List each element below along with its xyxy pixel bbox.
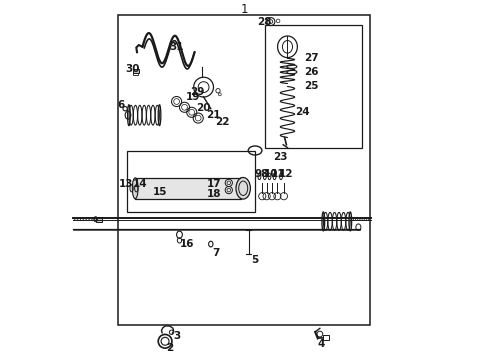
Bar <box>323 335 329 340</box>
Ellipse shape <box>239 178 245 199</box>
Ellipse shape <box>132 178 138 199</box>
Text: 27: 27 <box>304 53 319 63</box>
Text: 21: 21 <box>206 110 220 120</box>
Text: 8: 8 <box>261 168 268 179</box>
Bar <box>133 69 139 73</box>
Text: 10: 10 <box>264 168 278 179</box>
Text: 12: 12 <box>279 168 294 179</box>
Bar <box>127 151 255 212</box>
Text: 25: 25 <box>304 81 319 91</box>
Text: 29: 29 <box>190 87 205 97</box>
Text: 11: 11 <box>271 168 285 179</box>
Bar <box>135 178 242 199</box>
Text: 2: 2 <box>166 343 173 354</box>
Text: 3: 3 <box>173 330 181 341</box>
Text: 1: 1 <box>241 3 248 16</box>
Text: 4: 4 <box>318 339 325 349</box>
Text: 20: 20 <box>196 103 211 113</box>
Text: 16: 16 <box>180 239 195 249</box>
Text: 14: 14 <box>133 179 148 189</box>
Bar <box>133 73 139 75</box>
Text: 9: 9 <box>254 168 261 179</box>
Text: 18: 18 <box>207 189 221 199</box>
Text: 24: 24 <box>295 107 310 117</box>
Bar <box>118 15 370 325</box>
Text: 22: 22 <box>216 117 230 127</box>
Text: 17: 17 <box>207 179 221 189</box>
Text: 6: 6 <box>117 100 124 110</box>
Text: 13: 13 <box>119 179 133 189</box>
Ellipse shape <box>236 177 250 199</box>
Text: 5: 5 <box>251 255 259 265</box>
Text: 23: 23 <box>273 152 288 162</box>
Text: 30: 30 <box>125 64 140 74</box>
Text: 7: 7 <box>213 248 220 258</box>
Text: 28: 28 <box>258 17 272 27</box>
Bar <box>265 25 362 148</box>
Text: 31: 31 <box>170 42 184 52</box>
Text: 26: 26 <box>304 67 319 77</box>
Text: 19: 19 <box>186 92 200 102</box>
Bar <box>96 217 102 222</box>
Text: 15: 15 <box>153 186 168 197</box>
